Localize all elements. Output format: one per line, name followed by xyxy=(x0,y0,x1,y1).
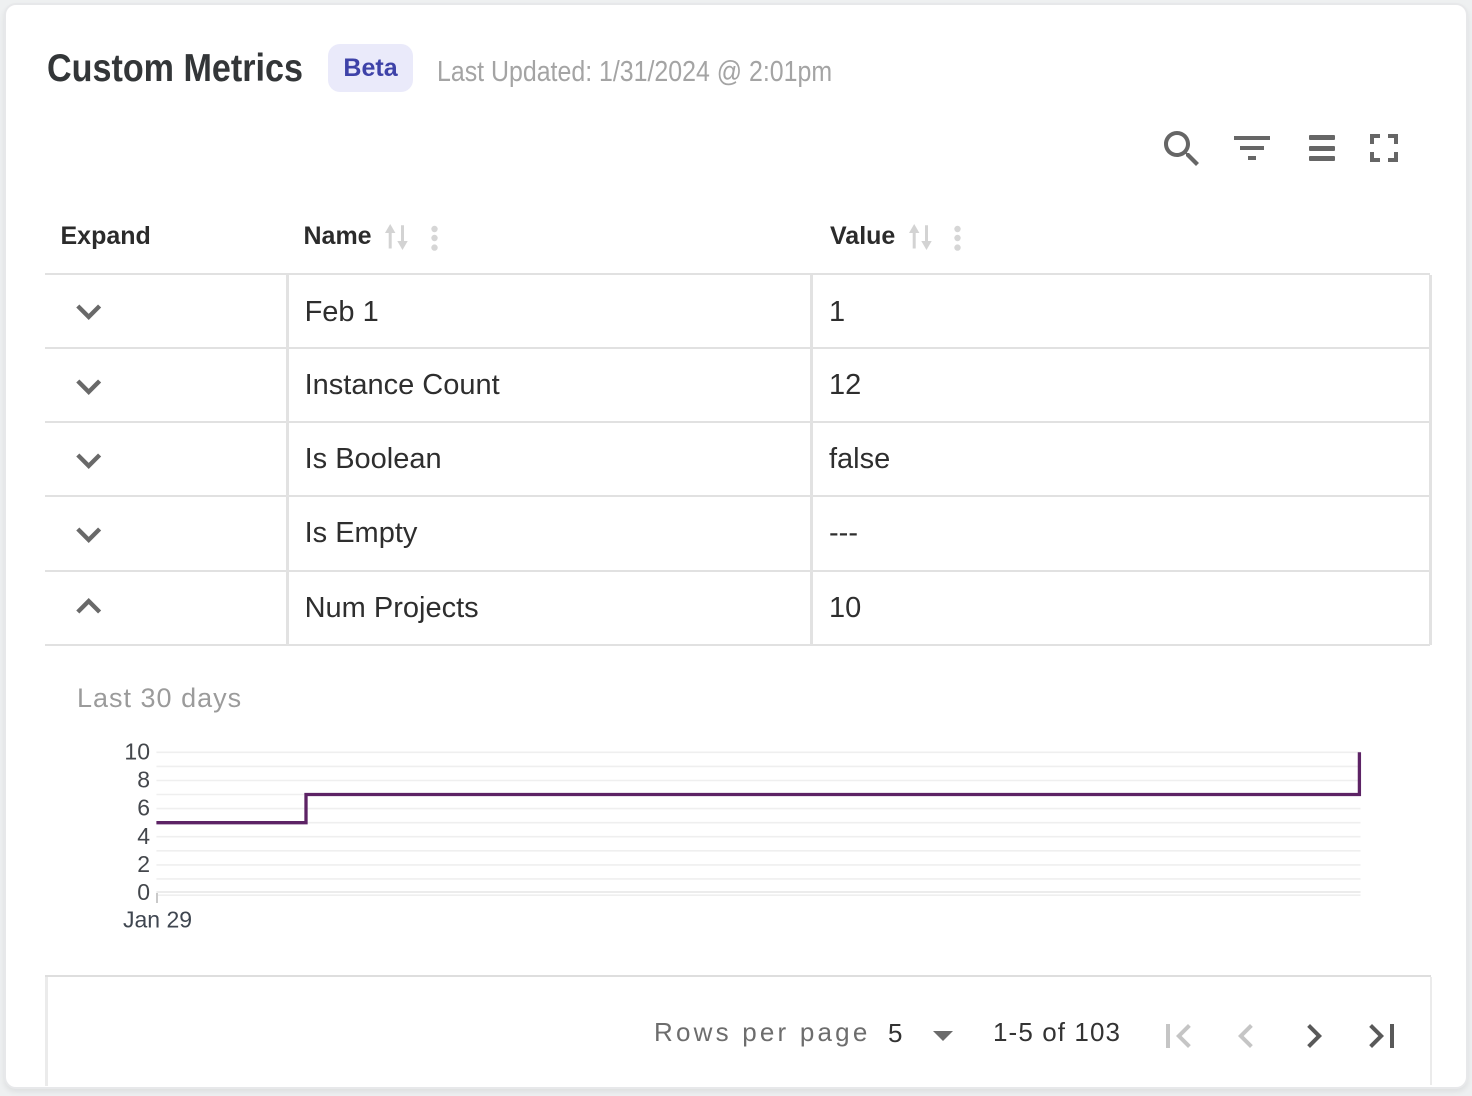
svg-text:4: 4 xyxy=(137,823,150,849)
svg-text:2: 2 xyxy=(137,851,150,877)
svg-text:10: 10 xyxy=(124,738,150,764)
svg-text:Jan 29: Jan 29 xyxy=(123,907,192,933)
svg-text:6: 6 xyxy=(137,795,150,821)
svg-text:0: 0 xyxy=(137,879,150,905)
svg-text:8: 8 xyxy=(137,767,150,793)
